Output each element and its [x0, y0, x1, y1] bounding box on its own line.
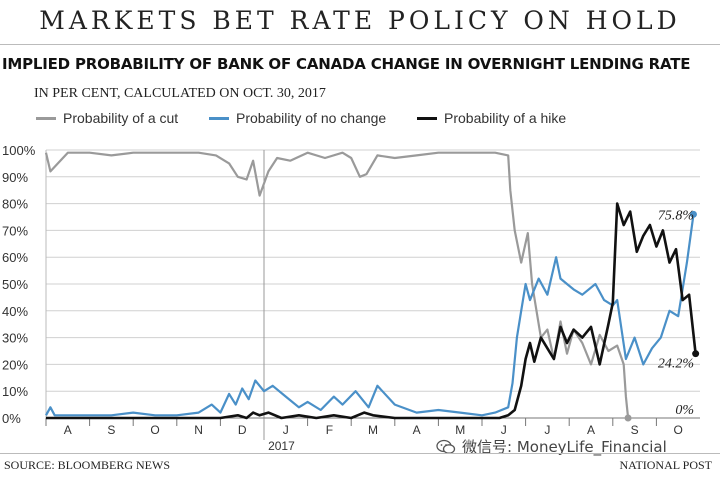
- x-tick-label: O: [150, 423, 159, 437]
- y-tick-label: 0%: [2, 411, 21, 426]
- x-year-label: 2017: [268, 439, 295, 453]
- legend-item-no-change: Probability of no change: [209, 110, 386, 126]
- legend-swatch-cut: [36, 116, 56, 120]
- y-tick-label: 80%: [2, 197, 28, 212]
- headline: MARKETS BET RATE POLICY ON HOLD: [39, 6, 681, 35]
- end-marker-cut: [624, 414, 632, 422]
- x-tick-label: S: [631, 423, 639, 437]
- x-tick-label: A: [64, 423, 72, 437]
- y-tick-label: 70%: [2, 223, 28, 238]
- legend-item-hike: Probability of a hike: [417, 110, 566, 126]
- x-tick-label: J: [283, 423, 289, 437]
- legend-label-no-change: Probability of no change: [236, 110, 387, 126]
- chart-subtitle: IN PER CENT, CALCULATED ON OCT. 30, 2017: [34, 86, 326, 101]
- legend-label-cut: Probability of a cut: [63, 110, 179, 126]
- x-tick-label: A: [413, 423, 421, 437]
- x-tick-label: F: [326, 423, 333, 437]
- headline-rule: [0, 44, 720, 45]
- series-line-cut: [44, 151, 630, 419]
- end-marker-no-change: [689, 210, 697, 218]
- x-tick-label: J: [544, 423, 550, 437]
- y-tick-label: 60%: [2, 250, 28, 265]
- y-tick-label: 10%: [2, 384, 28, 399]
- y-tick-label: 100%: [2, 143, 36, 158]
- x-tick-label: M: [455, 423, 465, 437]
- legend-swatch-no-change: [209, 116, 229, 120]
- y-tick-label: 50%: [2, 277, 28, 292]
- series-line-no-change: [45, 214, 695, 417]
- watermark-text: 微信号: MoneyLife_Financial: [462, 438, 667, 456]
- legend-swatch-hike: [417, 116, 437, 120]
- footer-rule: [0, 453, 720, 454]
- x-tick-label: N: [194, 423, 203, 437]
- end-label-cut: 0%: [675, 403, 694, 418]
- series-line-hike: [46, 202, 697, 420]
- x-tick-label: M: [368, 423, 378, 437]
- legend-label-hike: Probability of a hike: [444, 110, 567, 126]
- x-tick-label: A: [587, 423, 595, 437]
- y-tick-label: 40%: [2, 304, 28, 319]
- source-note: SOURCE: BLOOMBERG NEWS: [4, 458, 171, 472]
- y-tick-label: 20%: [2, 357, 28, 372]
- end-marker-hike: [692, 350, 700, 358]
- end-label-hike: 24.2%: [658, 357, 694, 372]
- x-tick-label: J: [501, 423, 507, 437]
- x-tick-label: O: [674, 423, 683, 437]
- end-label-no-change: 75.8%: [658, 208, 694, 223]
- watermark: 微信号: MoneyLife_Financial: [436, 436, 667, 457]
- chart-title: IMPLIED PROBABILITY OF BANK OF CANADA CH…: [2, 55, 691, 73]
- wechat-icon: [436, 439, 456, 454]
- x-tick-label: D: [238, 423, 247, 437]
- y-tick-label: 90%: [2, 170, 28, 185]
- legend-item-cut: Probability of a cut: [36, 110, 178, 126]
- x-tick-label: S: [107, 423, 115, 437]
- credit-note: NATIONAL POST: [619, 458, 712, 472]
- y-tick-label: 30%: [2, 331, 28, 346]
